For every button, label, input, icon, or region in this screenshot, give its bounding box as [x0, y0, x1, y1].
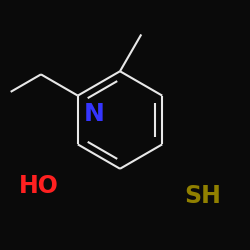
Text: N: N — [83, 102, 104, 126]
Text: HO: HO — [19, 174, 59, 198]
Text: SH: SH — [184, 184, 221, 208]
